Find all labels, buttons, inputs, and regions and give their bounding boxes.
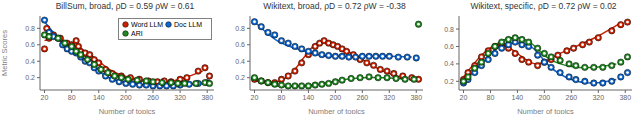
svg-text:380: 380 (619, 94, 631, 101)
svg-text:200: 200 (120, 94, 132, 101)
svg-text:380: 380 (201, 94, 213, 101)
svg-text:260: 260 (356, 94, 368, 101)
svg-text:Number of topics: Number of topics (517, 107, 574, 114)
svg-text:140: 140 (93, 94, 105, 101)
svg-text:80: 80 (278, 94, 286, 101)
svg-text:140: 140 (512, 94, 524, 101)
html-text:Wikitext, broad, ρD = 0.72 ρW: Wikitext, broad, ρD = 0.72 ρW = -0.38 (263, 1, 406, 11)
svg-text:0.6: 0.6 (25, 41, 35, 48)
html-text:BillSum, broad, ρD = 0.59 ρW =: BillSum, broad, ρD = 0.59 ρW = 0.61 (55, 1, 195, 11)
svg-text:0.8: 0.8 (25, 25, 35, 32)
svg-text:320: 320 (174, 94, 186, 101)
svg-text:0.4: 0.4 (25, 58, 35, 65)
svg-text:20: 20 (251, 94, 259, 101)
svg-text:80: 80 (487, 94, 495, 101)
svg-text:320: 320 (592, 94, 604, 101)
svg-text:0.2: 0.2 (444, 78, 454, 85)
svg-text:Number of topics: Number of topics (99, 107, 156, 114)
svg-text:260: 260 (565, 94, 577, 101)
svg-text:0.8: 0.8 (235, 25, 245, 32)
svg-text:0.8: 0.8 (444, 26, 454, 33)
svg-text:260: 260 (147, 94, 159, 101)
svg-text:380: 380 (410, 94, 422, 101)
svg-text:20: 20 (41, 94, 49, 101)
svg-text:0.4: 0.4 (444, 60, 454, 67)
html-text:Wikitext, specific, ρD = 0.72: Wikitext, specific, ρD = 0.72 ρW = 0.02 (470, 1, 617, 11)
svg-text:200: 200 (330, 94, 342, 101)
html-text:Doc LLM: Doc LLM (174, 21, 202, 28)
svg-text:0.2: 0.2 (235, 74, 245, 81)
svg-text:Metric Scores: Metric Scores (8, 30, 9, 76)
svg-text:200: 200 (539, 94, 551, 101)
svg-text:0.6: 0.6 (235, 41, 245, 48)
svg-text:80: 80 (68, 94, 76, 101)
svg-text:20: 20 (460, 94, 468, 101)
svg-text:0.2: 0.2 (25, 74, 35, 81)
svg-text:0.4: 0.4 (235, 58, 245, 65)
svg-text:0.6: 0.6 (444, 43, 454, 50)
svg-text:140: 140 (303, 94, 315, 101)
html-text:Word LLM: Word LLM (131, 21, 164, 28)
svg-text:Number of topics: Number of topics (308, 107, 365, 114)
svg-text:320: 320 (383, 94, 395, 101)
html-text:ARI: ARI (131, 30, 143, 37)
